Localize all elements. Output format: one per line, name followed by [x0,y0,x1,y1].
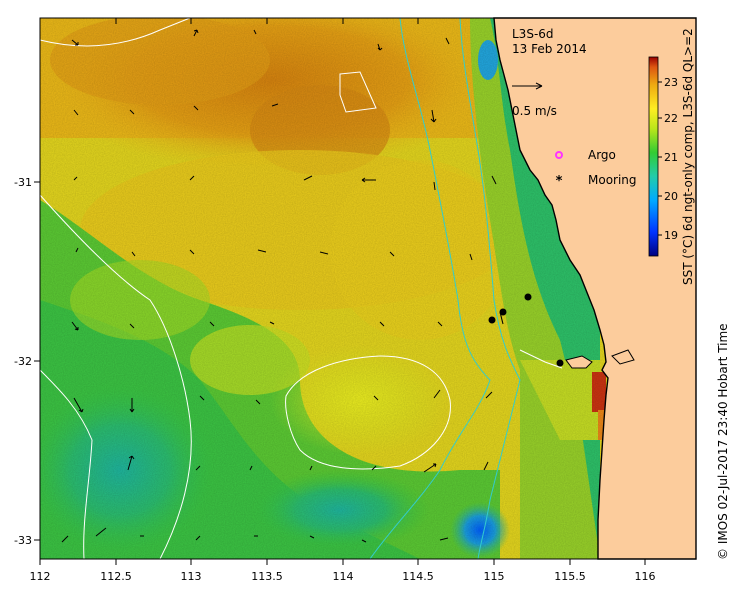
current-vectors [61,29,504,543]
lon-tick-label: 112.5 [100,570,132,583]
argo-label: Argo [588,148,616,162]
colorbar-tick-label: 21 [664,151,678,164]
axis-ticks [34,18,646,565]
lon-tick-labels: 112 112.5 113 113.5 114 114.5 115 115.5 … [30,570,656,583]
lat-tick-label: -32 [14,355,32,368]
mooring-marker [524,293,532,301]
colorbar-tick-label: 22 [664,112,678,125]
colorbar-tick-label: 23 [664,76,678,89]
legend: Argo * Mooring [555,148,637,189]
lon-tick-label: 114 [333,570,354,583]
lat-tick-label: -31 [14,176,32,189]
colorbar-tick-label: 19 [664,229,678,242]
map-date: 13 Feb 2014 [512,42,587,56]
argo-marker-icon [555,151,563,159]
lon-tick-label: 114.5 [402,570,434,583]
colorbar-label: SST (°C) 6d ngt-only comp, L3S-6d QL>=2 [681,28,695,285]
isobath-lines [369,17,521,560]
sst-contours [39,17,563,560]
mooring-label: Mooring [588,173,637,187]
estuary-outline [565,349,635,369]
mooring-marker [556,359,564,367]
colorbar: 23 22 21 20 19 SST (°C) 6d ngt-only comp… [648,28,695,285]
lat-tick-labels: -31 -32 -33 [14,176,32,547]
colorbar-scale [648,56,659,257]
mooring-markers [488,293,564,367]
colorbar-tick-label: 20 [664,190,678,203]
lon-tick-label: 115 [484,570,505,583]
speed-scale-arrow-icon [512,82,543,90]
lon-tick-label: 113 [181,570,202,583]
mooring-legend-icon: * [556,174,563,189]
mooring-marker [499,308,507,316]
plot-frame [39,17,697,560]
credit-text: © IMOS 02-Jul-2017 23:40 Hobart Time [716,323,730,560]
mooring-marker [488,316,496,324]
lon-tick-label: 116 [635,570,656,583]
lon-tick-label: 112 [30,570,51,583]
lon-tick-label: 115.5 [554,570,586,583]
speed-scale-label: 0.5 m/s [512,104,557,118]
land-mass [493,17,697,560]
product-title: L3S-6d [512,27,554,41]
lon-tick-label: 113.5 [251,570,283,583]
lat-tick-label: -33 [14,534,32,547]
